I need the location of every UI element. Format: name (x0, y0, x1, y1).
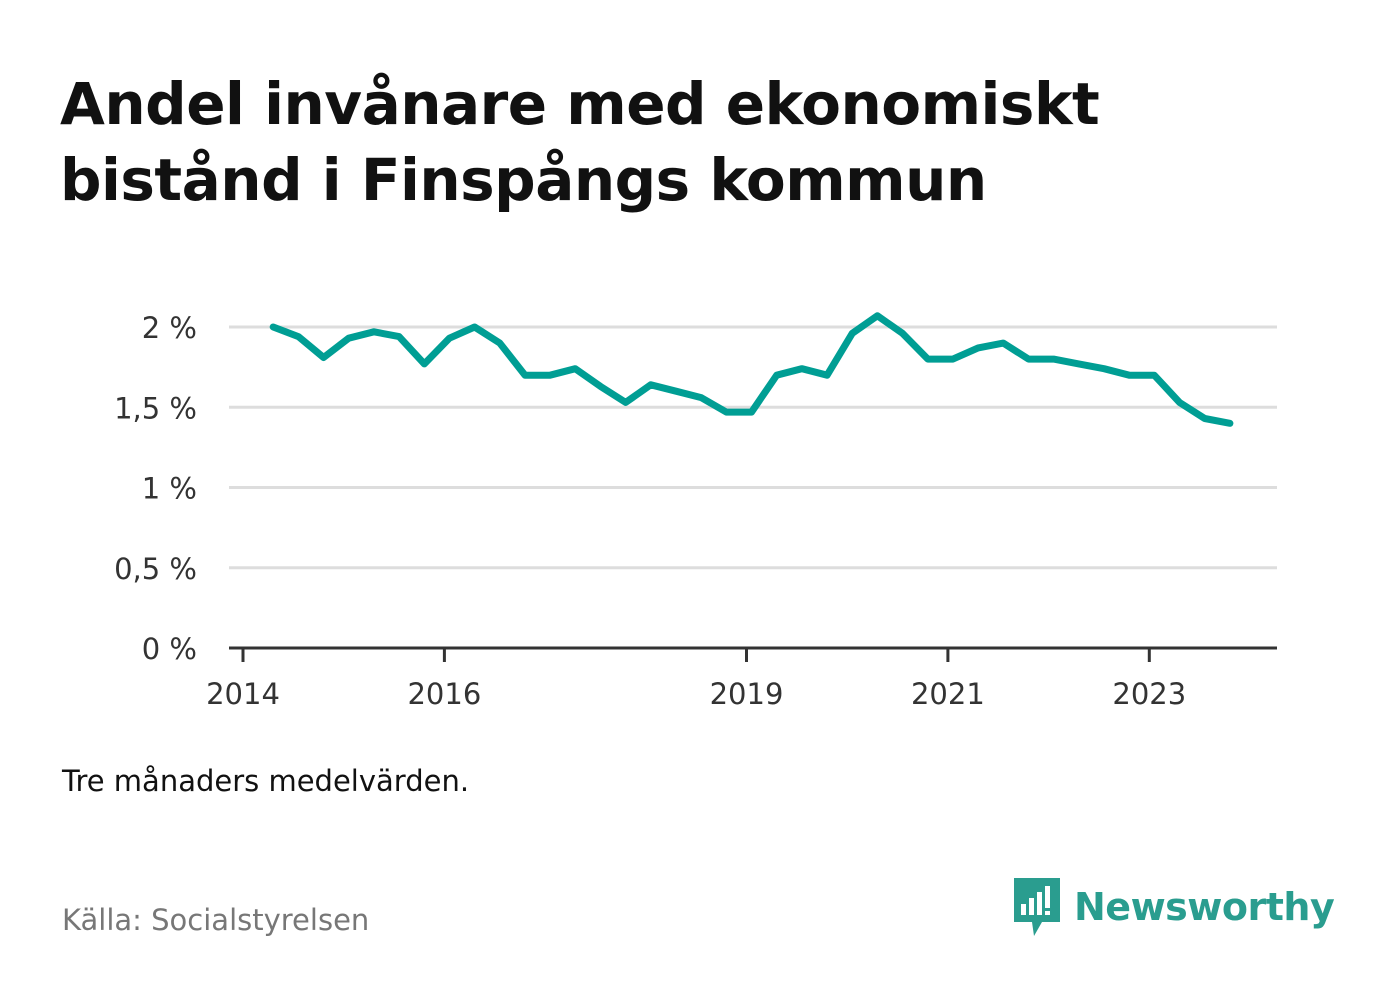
brand-logo: Newsworthy (1012, 876, 1335, 938)
source-label: Källa: Socialstyrelsen (62, 903, 370, 937)
x-tick-label: 2023 (1112, 677, 1186, 711)
x-tick-label: 2016 (407, 677, 481, 711)
x-tick-label: 2021 (911, 677, 985, 711)
x-tick-label: 2014 (206, 677, 280, 711)
brand-name: Newsworthy (1074, 885, 1335, 929)
chart-title: Andel invånare med ekonomiskt bistånd i … (60, 70, 1100, 214)
chart-note: Tre månaders medelvärden. (62, 764, 470, 798)
y-tick-label: 0 % (142, 632, 197, 666)
x-tick-label: 2019 (710, 677, 784, 711)
y-tick-label: 0,5 % (114, 552, 197, 586)
y-tick-label: 1 % (142, 472, 197, 506)
y-tick-label: 1,5 % (114, 391, 197, 425)
newsworthy-logo-icon (1014, 878, 1060, 936)
y-tick-label: 2 % (142, 311, 197, 345)
